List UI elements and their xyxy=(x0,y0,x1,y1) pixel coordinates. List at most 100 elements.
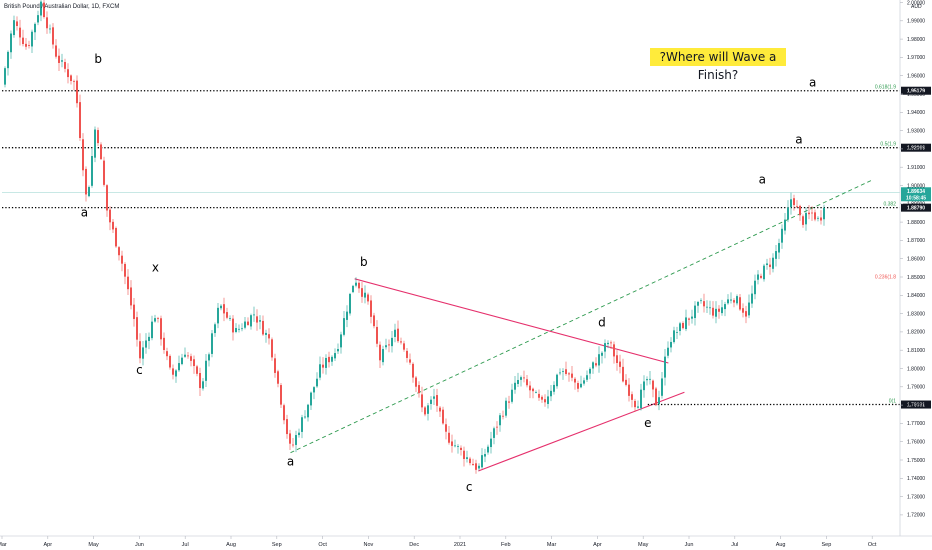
candle-down xyxy=(25,43,27,47)
time-tick-label: Mar xyxy=(0,542,7,548)
candle-down xyxy=(196,366,198,374)
candle-down xyxy=(808,212,810,215)
candle-up xyxy=(505,400,507,416)
candle-up xyxy=(691,316,693,319)
candle-down xyxy=(616,355,618,364)
candle-up xyxy=(787,207,789,220)
price-tick-label: 1.73000 xyxy=(907,494,925,500)
candle-up xyxy=(298,432,300,436)
candle-up xyxy=(709,307,711,309)
fib-level-label: 0.5(1.9 xyxy=(880,142,896,148)
candle-down xyxy=(712,307,714,316)
candle-up xyxy=(640,389,642,409)
candle-up xyxy=(511,389,513,402)
trendlines[interactable] xyxy=(290,179,873,472)
candle-up xyxy=(457,446,459,447)
fib-level-label: 0.236(1.8 xyxy=(875,275,896,281)
price-tag-label: 1.88790 xyxy=(907,205,925,211)
candle-down xyxy=(67,69,69,78)
candle-down xyxy=(388,344,390,346)
time-tick-label: Jun xyxy=(135,542,144,548)
candle-down xyxy=(424,407,426,415)
price-tick-label: 1.78000 xyxy=(907,403,925,409)
candle-up xyxy=(427,405,429,414)
candle-down xyxy=(688,318,690,320)
candle-down xyxy=(745,311,747,317)
candle-up xyxy=(730,299,732,301)
price-tag xyxy=(901,86,931,95)
candle-down xyxy=(610,342,612,344)
candle-down xyxy=(73,81,75,83)
candle-down xyxy=(172,368,174,375)
candle-up xyxy=(823,207,825,220)
candle-up xyxy=(790,199,792,208)
time-tick-label: Apr xyxy=(44,542,53,548)
time-tick-label: Feb xyxy=(501,542,510,548)
candle-down xyxy=(274,358,276,373)
candle-down xyxy=(799,205,801,216)
price-tick-label: 1.85000 xyxy=(907,275,925,281)
candle-down xyxy=(358,282,360,289)
candle-down xyxy=(820,217,822,221)
candle-up xyxy=(433,396,435,399)
candle-down xyxy=(373,315,375,327)
price-tick-label: 1.72000 xyxy=(907,513,925,519)
trendline-triangle-lower[interactable] xyxy=(478,391,685,472)
candle-down xyxy=(367,294,369,302)
candle-up xyxy=(514,382,516,390)
annotation-note[interactable]: ?Where will Wave a Finish? xyxy=(650,48,786,82)
candle-up xyxy=(598,354,600,366)
candle-down xyxy=(112,221,114,230)
candle-down xyxy=(85,168,87,195)
candle-up xyxy=(337,349,339,352)
candle-down xyxy=(271,339,273,358)
candle-up xyxy=(352,285,354,293)
candle-down xyxy=(121,255,123,264)
wave-label: e xyxy=(644,416,651,430)
candle-up xyxy=(778,243,780,253)
trendline-channel-upper[interactable] xyxy=(290,179,873,454)
time-tick-label: Aug xyxy=(226,542,236,548)
candle-up xyxy=(214,324,216,334)
candle-up xyxy=(259,320,261,322)
price-tag-label: 1.78031 xyxy=(907,402,925,408)
wave-label: c xyxy=(136,363,143,377)
trendline-triangle-upper[interactable] xyxy=(354,278,669,364)
horizontal-levels[interactable]: 0.618(1.9 1.95179 0.5(1.9 1.92066 0.382 1.887… xyxy=(2,85,931,409)
candle-up xyxy=(643,381,645,391)
time-tick-label: Mar xyxy=(547,542,557,548)
candle-down xyxy=(613,344,615,357)
candle-down xyxy=(523,377,525,379)
candle-up xyxy=(637,406,639,408)
candle-down xyxy=(475,463,477,470)
candle-down xyxy=(76,80,78,104)
candle-up xyxy=(517,379,519,384)
candle-up xyxy=(265,332,267,335)
candle-up xyxy=(559,372,561,374)
candle-down xyxy=(322,364,324,368)
candle-up xyxy=(94,129,96,158)
candle-down xyxy=(160,318,162,340)
candle-down xyxy=(70,75,72,81)
candle-down xyxy=(571,373,573,378)
candle-down xyxy=(64,62,66,69)
candle-up xyxy=(13,20,15,36)
candle-down xyxy=(28,44,30,46)
candle-up xyxy=(670,341,672,348)
candle-down xyxy=(193,359,195,367)
time-tick-label: May xyxy=(88,542,99,548)
current-price-tag xyxy=(901,187,931,202)
candle-up xyxy=(178,363,180,371)
candle-down xyxy=(532,388,534,392)
candle-up xyxy=(145,340,147,348)
time-axis[interactable]: Mar Apr May Jun Jul Aug Sep Oct Nov Dec 2021 Feb Mar… xyxy=(0,536,877,548)
candle-up xyxy=(49,28,51,30)
candle-down xyxy=(139,341,141,359)
candle-up xyxy=(430,399,432,404)
candle-down xyxy=(43,2,45,18)
candle-up xyxy=(253,314,255,316)
price-axis[interactable]: 2.00000 1.99000 1.98000 1.97000 1.96000 1.950… xyxy=(900,0,925,519)
candle-up xyxy=(646,379,648,381)
